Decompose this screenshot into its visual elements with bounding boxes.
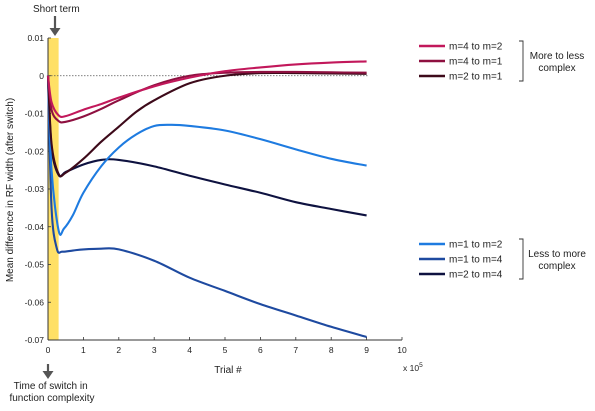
- x-ticks: 0 1 2 3 4 5 6 7 8 9 10: [46, 337, 407, 355]
- x-multiplier-base: x 10: [403, 363, 419, 373]
- legend-label: m=1 to m=2: [449, 240, 503, 251]
- short-term-annotation: Short term: [33, 4, 80, 15]
- y-tick-label: -0.01: [25, 109, 45, 119]
- x-tick-label: 8: [329, 345, 334, 355]
- legend-group-label: More to less: [530, 51, 584, 62]
- y-tick-label: -0.04: [25, 222, 45, 232]
- y-tick-label: -0.03: [25, 184, 45, 194]
- x-tick-label: 9: [364, 345, 369, 355]
- legend-group-label: complex: [538, 63, 575, 74]
- legend-group-label: Less to more: [528, 249, 586, 260]
- switch-time-arrow: [42, 364, 54, 379]
- series-line-m-4-to-m-2: [46, 60, 367, 119]
- x-axis-label: Trial #: [214, 365, 242, 376]
- legend-label: m=4 to m=1: [449, 57, 503, 68]
- short-term-arrow: [49, 16, 61, 36]
- legend-group-bracket: [519, 40, 524, 82]
- x-tick-label: 2: [116, 345, 121, 355]
- y-tick-label: -0.06: [25, 297, 45, 307]
- x-tick-label: 1: [81, 345, 86, 355]
- legend-label: m=2 to m=4: [449, 270, 503, 281]
- y-ticks: 0.01 0 -0.01 -0.02 -0.03 -0.04 -0.05 -0.06 -0.07: [25, 33, 51, 345]
- series-line-m-2-to-m-1: [46, 71, 367, 178]
- legend-label: m=2 to m=1: [449, 72, 503, 83]
- x-tick-label: 0: [46, 345, 51, 355]
- y-axis-label: Mean difference in RF width (after switc…: [5, 98, 16, 282]
- x-tick-label: 5: [223, 345, 228, 355]
- series-line-m-1-to-m-4: [46, 75, 367, 338]
- legend: m=4 to m=2 m=4 to m=1 m=2 to m=1 More to le…: [419, 40, 586, 281]
- y-tick-label: -0.07: [25, 335, 45, 345]
- legend-label: m=4 to m=2: [449, 42, 503, 53]
- series-line-m-1-to-m-2: [46, 75, 367, 236]
- x-tick-label: 7: [293, 345, 298, 355]
- x-tick-label: 6: [258, 345, 263, 355]
- x-tick-label: 10: [397, 345, 407, 355]
- series-lines: [46, 60, 367, 338]
- y-tick-label: -0.02: [25, 146, 45, 156]
- y-tick-label: 0.01: [27, 33, 44, 43]
- x-multiplier-exponent: 5: [419, 362, 423, 369]
- legend-group-bracket: [519, 238, 524, 280]
- legend-label: m=1 to m=4: [449, 255, 503, 266]
- x-multiplier-label: x 105: [403, 362, 423, 373]
- x-tick-label: 4: [187, 345, 192, 355]
- switch-time-annotation-line-1: Time of switch in: [14, 381, 88, 392]
- x-tick-label: 3: [152, 345, 157, 355]
- legend-group-label: complex: [538, 261, 575, 272]
- switch-time-annotation-line-2: function complexity: [9, 393, 94, 404]
- switch-time-annotation: Time of switch in function complexity: [9, 381, 94, 404]
- y-tick-label: 0: [39, 71, 44, 81]
- y-tick-label: -0.05: [25, 260, 45, 270]
